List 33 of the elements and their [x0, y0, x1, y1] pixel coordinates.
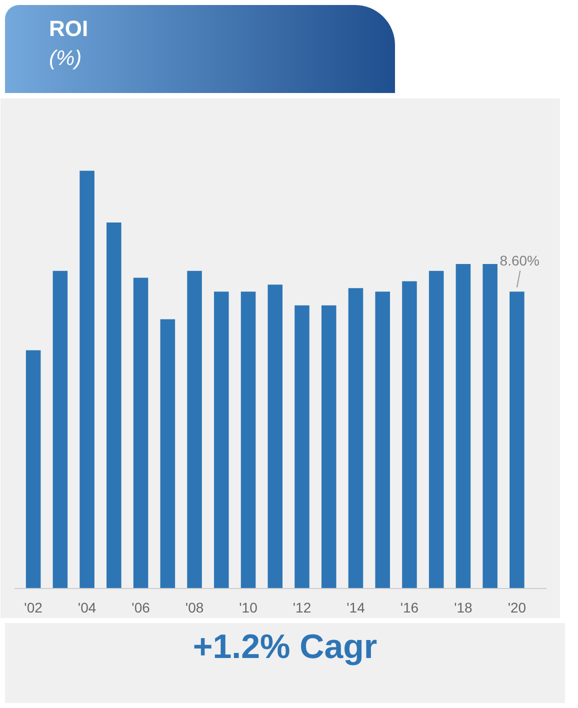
- bar: [482, 264, 498, 588]
- bar: [214, 292, 229, 588]
- bar: [187, 270, 202, 588]
- x-tick-label: '20: [508, 600, 526, 616]
- bar: [160, 319, 176, 588]
- bar: [456, 264, 471, 588]
- text: +1.2% Cagr: [192, 627, 378, 668]
- bar: [52, 270, 68, 588]
- bar: [510, 292, 524, 588]
- x-tick-label: '04: [78, 600, 96, 616]
- bar: [428, 270, 444, 588]
- bar: [133, 278, 148, 588]
- x-tick-label: '18: [454, 600, 473, 616]
- bar: [294, 305, 310, 588]
- data-label: 8.60%: [500, 252, 540, 269]
- x-tick-label: '02: [24, 600, 43, 616]
- bar: [80, 170, 94, 588]
- x-tick-label: '12: [292, 600, 312, 616]
- x-tick-label: '14: [346, 600, 366, 616]
- bar: [26, 350, 41, 588]
- bar: [268, 284, 283, 588]
- bar: [375, 292, 390, 588]
- x-tick-label: '10: [239, 600, 258, 616]
- x-tick-label: '06: [132, 600, 150, 616]
- chart-subtitle: (%): [49, 46, 83, 72]
- chart-title: ROI: [49, 15, 88, 43]
- x-tick-label: '16: [400, 600, 419, 616]
- bar: [321, 305, 336, 588]
- bar: [402, 281, 417, 588]
- bar: [240, 292, 256, 588]
- bar: [348, 288, 364, 588]
- x-tick-label: '08: [185, 600, 204, 616]
- bar: [106, 222, 122, 588]
